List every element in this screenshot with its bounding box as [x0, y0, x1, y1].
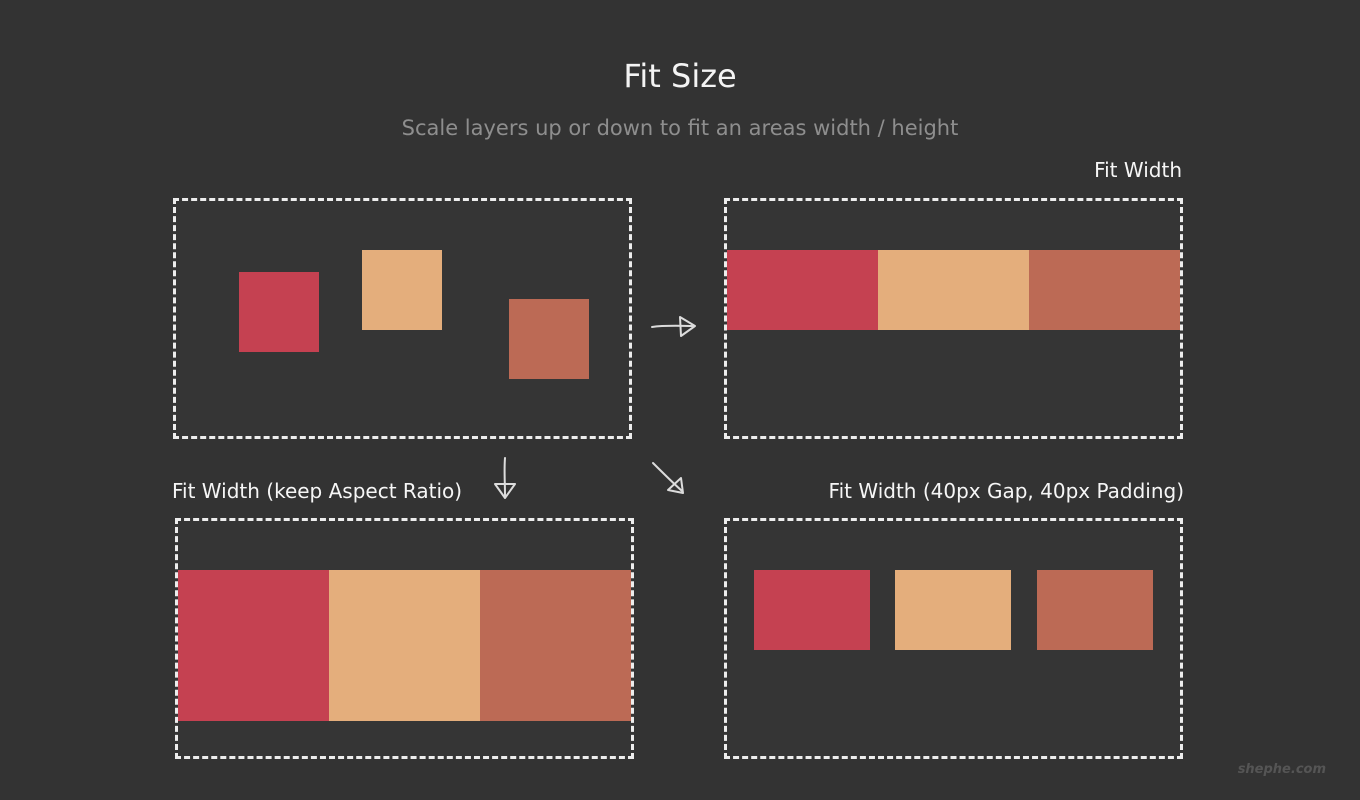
rust-square [509, 299, 589, 379]
page-title: Fit Size [623, 57, 737, 95]
source-panel [173, 198, 632, 439]
down-arrow-icon [494, 457, 516, 499]
peach-block [329, 570, 480, 721]
peach-block [895, 570, 1011, 650]
fit-width-gap-label: Fit Width (40px Gap, 40px Padding) [828, 479, 1184, 503]
red-block [727, 250, 878, 330]
page-subtitle: Scale layers up or down to fit an areas … [401, 116, 959, 140]
fit-width-aspect-label: Fit Width (keep Aspect Ratio) [172, 479, 463, 503]
rust-block [1037, 570, 1153, 650]
red-square [239, 272, 319, 352]
right-arrow-icon [651, 316, 696, 337]
rust-block [1029, 250, 1180, 330]
red-block [754, 570, 870, 650]
peach-square [362, 250, 442, 330]
fit-width-gap-panel [724, 518, 1183, 759]
peach-block [878, 250, 1029, 330]
diagonal-arrow-icon [652, 462, 684, 494]
rust-block [480, 570, 631, 721]
fit-width-aspect-panel [175, 518, 634, 759]
fit-width-label: Fit Width [1094, 158, 1182, 182]
fit-width-panel [724, 198, 1183, 439]
red-block [178, 570, 329, 721]
watermark: shephe.com [1237, 762, 1326, 777]
